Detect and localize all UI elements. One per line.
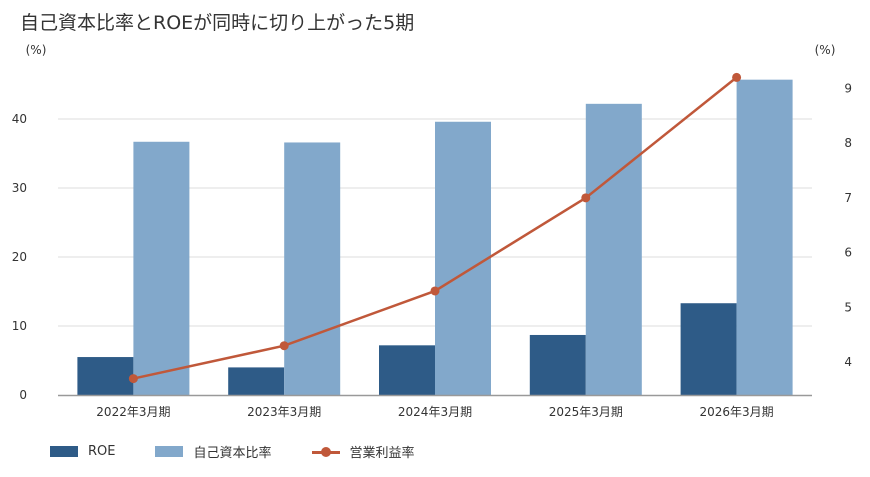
bar-roe	[680, 303, 737, 395]
y-right-tick-label: 7	[844, 191, 852, 205]
y-right-tick-label: 4	[844, 355, 852, 369]
legend-swatch-margin	[311, 446, 340, 458]
legend-label-roe: ROE	[88, 444, 116, 459]
point-margin	[732, 72, 742, 82]
legend-swatch-equity	[155, 446, 184, 457]
bar-equity	[736, 79, 793, 396]
legend-item-equity: 自己資本比率	[155, 442, 272, 461]
y-right-tick-label: 6	[844, 246, 852, 260]
bar-equity	[585, 103, 642, 395]
x-tick-label: 2025年3月期	[549, 405, 623, 419]
y-left-unit: (%)	[26, 43, 47, 57]
y-left-tick-label: 40	[12, 112, 27, 126]
point-margin	[279, 341, 289, 351]
y-left-tick-label: 20	[12, 250, 27, 264]
line-margin	[133, 76, 738, 380]
point-margin	[128, 374, 138, 384]
bar-roe	[228, 367, 285, 395]
y-left-tick-label: 0	[19, 388, 27, 402]
legend-item-margin: 営業利益率	[311, 442, 415, 461]
bar-equity	[435, 121, 491, 395]
y-right-tick-label: 9	[844, 81, 852, 95]
x-tick-label: 2023年3月期	[247, 405, 321, 419]
legend-label-margin: 営業利益率	[349, 446, 415, 461]
legend-label-equity: 自己資本比率	[193, 446, 272, 461]
y-right-tick-label: 5	[844, 300, 852, 314]
legend-item-roe: ROE	[50, 444, 115, 459]
x-tick-label: 2026年3月期	[700, 405, 774, 419]
y-left-tick-label: 10	[12, 319, 27, 333]
y-right-tick-label: 8	[844, 136, 852, 150]
bar-roe	[77, 357, 134, 395]
legend: ROE 自己資本比率 営業利益率	[50, 442, 455, 461]
y-left-tick-label: 30	[12, 181, 27, 195]
legend-swatch-roe	[50, 446, 78, 457]
x-tick-label: 2022年3月期	[96, 405, 170, 419]
bar-equity	[284, 142, 341, 395]
chart-title: 自己資本比率とROEが同時に切り上がった5期	[20, 12, 415, 34]
point-margin	[430, 286, 440, 296]
x-tick-label: 2024年3月期	[398, 405, 472, 419]
y-right-unit: (%)	[815, 43, 836, 57]
bar-equity	[133, 141, 190, 395]
bar-roe	[529, 334, 586, 395]
bar-roe	[379, 345, 435, 395]
point-margin	[581, 193, 591, 203]
